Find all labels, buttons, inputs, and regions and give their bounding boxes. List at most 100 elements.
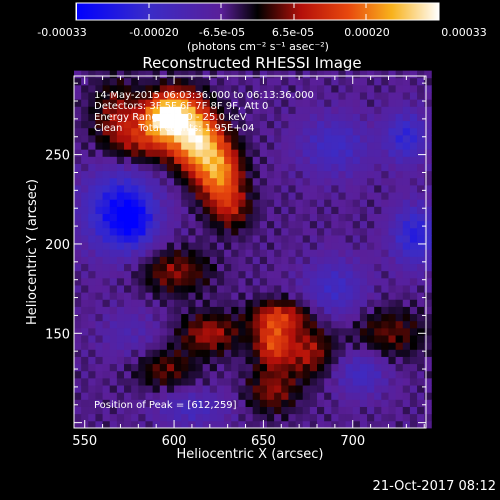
heatmap-cell — [81, 377, 89, 386]
heatmap-cell — [231, 149, 239, 157]
heatmap-cell — [109, 385, 118, 393]
heatmap-cell — [231, 399, 239, 407]
heatmap-cell — [166, 249, 175, 257]
heatmap-cell — [188, 306, 196, 315]
heatmap-cell — [288, 335, 296, 343]
heatmap-cell — [367, 306, 375, 315]
heatmap-cell — [209, 156, 218, 164]
heatmap-cell — [424, 320, 432, 329]
heatmap-cell — [402, 134, 411, 143]
heatmap-cell — [81, 99, 89, 107]
heatmap-cell — [266, 349, 275, 357]
heatmap-cell — [195, 149, 204, 157]
heatmap-cell — [274, 256, 282, 265]
heatmap-cell — [166, 235, 175, 243]
heatmap-cell — [417, 385, 425, 393]
heatmap-cell — [374, 206, 382, 214]
heatmap-cell — [402, 84, 411, 93]
heatmap-cell — [409, 213, 418, 222]
heatmap-cell — [309, 84, 318, 93]
heatmap-cell — [102, 420, 111, 429]
heatmap-cell — [388, 177, 397, 186]
heatmap-cell — [188, 127, 196, 136]
heatmap-cell — [381, 170, 389, 179]
heatmap-cell — [145, 406, 154, 415]
heatmap-cell — [95, 77, 103, 86]
heatmap-cell — [131, 242, 139, 250]
heatmap-cell — [174, 177, 182, 186]
heatmap-cell — [402, 249, 411, 257]
heatmap-cell — [166, 77, 175, 86]
heatmap-cell — [288, 106, 296, 114]
heatmap-cell — [309, 399, 318, 407]
heatmap-cell — [216, 77, 225, 86]
heatmap-cell — [116, 92, 125, 100]
heatmap-cell — [109, 127, 118, 136]
heatmap-cell — [174, 320, 182, 329]
heatmap-cell — [209, 70, 218, 79]
heatmap-cell — [352, 327, 361, 336]
heatmap-cell — [202, 399, 211, 407]
heatmap-cell — [224, 349, 232, 357]
heatmap-cell — [131, 163, 139, 172]
heatmap-cell — [424, 92, 432, 100]
heatmap-cell — [109, 106, 118, 114]
heatmap-cell — [181, 92, 189, 100]
heatmap-cell — [345, 163, 354, 172]
heatmap-cell — [388, 127, 397, 136]
heatmap-cell — [374, 335, 382, 343]
heatmap-cell — [116, 277, 125, 286]
heatmap-cell — [388, 292, 397, 300]
heatmap-cell — [109, 335, 118, 343]
heatmap-cell — [374, 213, 382, 222]
heatmap-cell — [109, 113, 118, 122]
heatmap-cell — [188, 392, 196, 400]
heatmap-cell — [81, 413, 89, 422]
heatmap-cell — [374, 106, 382, 114]
heatmap-cell — [102, 306, 111, 315]
heatmap-cell — [138, 70, 146, 79]
heatmap-cell — [352, 170, 361, 179]
axis-ticks — [74, 76, 426, 428]
heatmap-cell — [266, 134, 275, 143]
heatmap-cell — [331, 385, 339, 393]
heatmap-cell — [266, 77, 275, 86]
heatmap-cell — [145, 106, 154, 114]
heatmap-cell — [238, 349, 246, 357]
heatmap-cell — [202, 270, 211, 279]
heatmap-cell — [224, 106, 232, 114]
heatmap-cell — [266, 199, 275, 207]
heatmap-cell — [409, 399, 418, 407]
heatmap-cell — [138, 213, 146, 222]
heatmap-cell — [195, 120, 204, 129]
heatmap-cell — [181, 377, 189, 386]
heatmap-cell — [409, 192, 418, 200]
heatmap-cell — [88, 92, 96, 100]
heatmap-cell — [281, 199, 289, 207]
heatmap-cell — [302, 134, 311, 143]
heatmap-cell — [88, 170, 96, 179]
heatmap-cell — [352, 377, 361, 386]
heatmap-cell — [102, 385, 111, 393]
heatmap-cell — [88, 277, 96, 286]
heatmap-cell — [259, 206, 268, 214]
heatmap-cell — [374, 292, 382, 300]
heatmap-cell — [231, 92, 239, 100]
heatmap-cell — [324, 106, 332, 114]
heatmap-cell — [338, 413, 346, 422]
heatmap-cell — [388, 377, 397, 386]
heatmap-cell — [238, 277, 246, 286]
heatmap-cell — [181, 327, 189, 336]
heatmap-cell — [202, 106, 211, 114]
heatmap-cell — [159, 285, 168, 293]
heatmap-cell — [166, 385, 175, 393]
heatmap-cell — [309, 235, 318, 243]
heatmap-cell — [302, 70, 311, 79]
heatmap-cell — [188, 92, 196, 100]
heatmap-cell — [174, 356, 182, 365]
heatmap-cell — [424, 220, 432, 229]
heatmap-cell — [402, 342, 411, 350]
heatmap-cell — [152, 220, 161, 229]
heatmap-cell — [274, 113, 282, 122]
heatmap-cell — [388, 406, 397, 415]
